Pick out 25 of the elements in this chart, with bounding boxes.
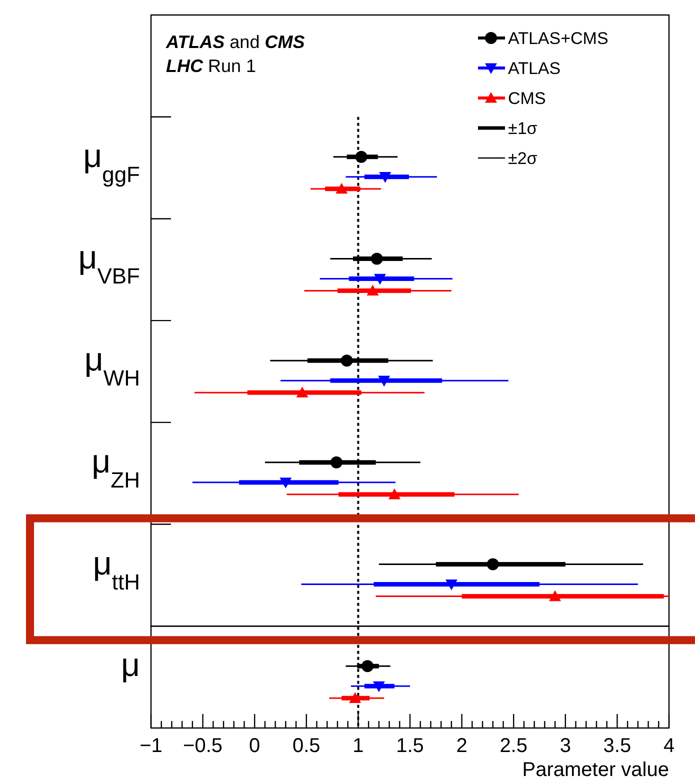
y-tick-label: μ$_{ttH}$ [92,544,140,594]
y-tick-label: μ$_{ZH}$ [92,442,140,492]
x-tick-label: 0.5 [292,735,320,757]
annotation: ±2σ [508,149,538,168]
text: LHC Run 1 [166,56,256,76]
legend-label: ATLAS [508,59,561,78]
y-tick-label: μ$_{WH}$ [84,340,140,391]
x-tick-label: 0 [249,735,260,757]
y-tick-label: μ [120,646,140,684]
x-tick-label: 2.5 [500,735,528,757]
x-tick-label: −1 [140,735,162,757]
x-tick-label: 4 [663,735,675,757]
x-tick-label: −0.5 [183,735,223,757]
x-tick-label: 3.5 [603,735,632,757]
y-tick-label: μ$_{ggF}$ [83,136,140,187]
x-tick-label: 3 [560,735,571,757]
legend-label: ATLAS+CMS [508,29,608,48]
text: ATLAS and CMS [165,32,305,52]
annotation: ±1σ [508,119,538,138]
x-tick-label: 1.5 [396,735,424,757]
legend-label: CMS [508,89,546,108]
x-tick-label: 1 [352,735,364,757]
x-tick-label: 2 [456,735,468,757]
y-tick-label: μ$_{VBF}$ [78,238,140,289]
x-axis-title: Parameter value [522,759,669,781]
